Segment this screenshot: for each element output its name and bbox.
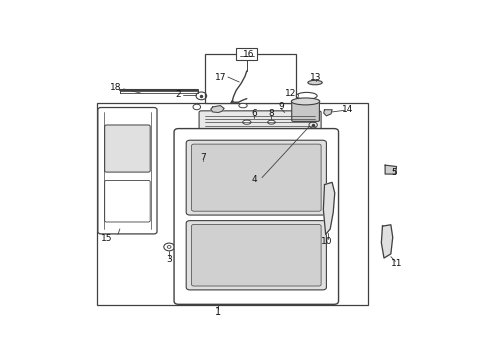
- Ellipse shape: [291, 98, 319, 105]
- Text: 17: 17: [214, 72, 225, 81]
- Ellipse shape: [238, 103, 247, 108]
- FancyBboxPatch shape: [98, 108, 157, 234]
- Ellipse shape: [267, 120, 275, 124]
- Text: 14: 14: [341, 105, 352, 114]
- Text: 13: 13: [309, 72, 321, 81]
- Text: 10: 10: [320, 237, 331, 246]
- Text: 11: 11: [390, 259, 402, 268]
- Bar: [97, 103, 367, 305]
- Polygon shape: [210, 105, 224, 112]
- Polygon shape: [385, 165, 396, 174]
- Text: 2: 2: [175, 90, 181, 99]
- Ellipse shape: [307, 80, 322, 85]
- FancyBboxPatch shape: [104, 180, 150, 222]
- Polygon shape: [381, 225, 392, 258]
- Ellipse shape: [242, 120, 250, 124]
- Text: 18: 18: [110, 83, 122, 92]
- Text: 15: 15: [101, 234, 112, 243]
- Text: 8: 8: [268, 109, 274, 118]
- FancyBboxPatch shape: [291, 100, 319, 121]
- FancyBboxPatch shape: [199, 111, 321, 131]
- Polygon shape: [323, 110, 331, 116]
- FancyBboxPatch shape: [174, 129, 338, 304]
- Bar: [236, 48, 257, 60]
- Text: 6: 6: [251, 109, 257, 118]
- Text: 4: 4: [251, 175, 257, 184]
- Text: 3: 3: [166, 255, 172, 264]
- Ellipse shape: [296, 93, 317, 99]
- Text: 16: 16: [243, 50, 254, 59]
- Bar: [205, 54, 296, 103]
- Text: 12: 12: [284, 89, 296, 98]
- Polygon shape: [323, 183, 334, 234]
- FancyBboxPatch shape: [191, 225, 321, 286]
- Text: 7: 7: [200, 153, 206, 162]
- Text: 5: 5: [391, 168, 397, 177]
- Text: 9: 9: [278, 102, 283, 111]
- Text: 1: 1: [215, 306, 221, 316]
- FancyBboxPatch shape: [186, 140, 326, 215]
- FancyBboxPatch shape: [104, 125, 150, 172]
- FancyBboxPatch shape: [186, 221, 326, 290]
- FancyBboxPatch shape: [191, 144, 321, 211]
